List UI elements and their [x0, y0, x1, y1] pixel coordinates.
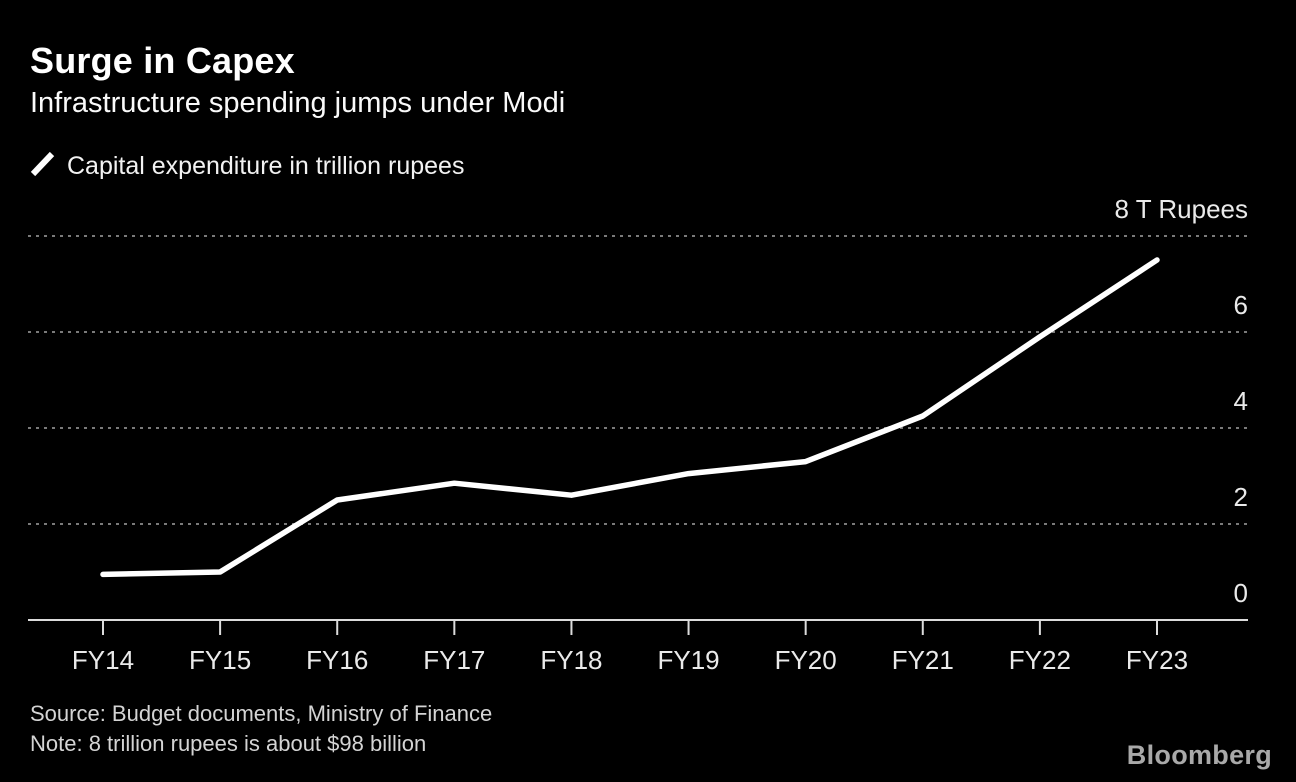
legend: Capital expenditure in trillion rupees [30, 150, 464, 183]
note-text: Note: 8 trillion rupees is about $98 bil… [30, 731, 427, 756]
x-tick-label: FY23 [1125, 645, 1189, 675]
y-tick-label: 4 [1233, 386, 1248, 416]
chart-title: Surge in Capex [30, 40, 295, 81]
x-tick-label: FY20 [774, 645, 837, 675]
bloomberg-logo: Bloomberg [1126, 740, 1272, 770]
y-tick-label: 8 T Rupees [1114, 194, 1248, 224]
x-tick-label: FY21 [891, 645, 954, 675]
line-series-icon [30, 150, 56, 183]
x-tick-label: FY16 [306, 645, 369, 675]
y-tick-label: 2 [1233, 482, 1248, 512]
source-text: Source: Budget documents, Ministry of Fi… [30, 701, 493, 726]
chart-subtitle: Infrastructure spending jumps under Modi [30, 87, 566, 119]
x-tick-label: FY18 [540, 645, 603, 675]
y-tick-label: 0 [1233, 578, 1248, 608]
x-tick-label: FY17 [423, 645, 486, 675]
legend-label: Capital expenditure in trillion rupees [67, 152, 465, 180]
x-tick-label: FY14 [71, 645, 135, 675]
y-tick-label: 6 [1233, 290, 1248, 320]
x-tick-label: FY19 [657, 645, 720, 675]
x-tick-label: FY22 [1008, 645, 1071, 675]
data-line-capital-expenditure [100, 257, 1160, 578]
x-tick-label: FY15 [189, 645, 252, 675]
